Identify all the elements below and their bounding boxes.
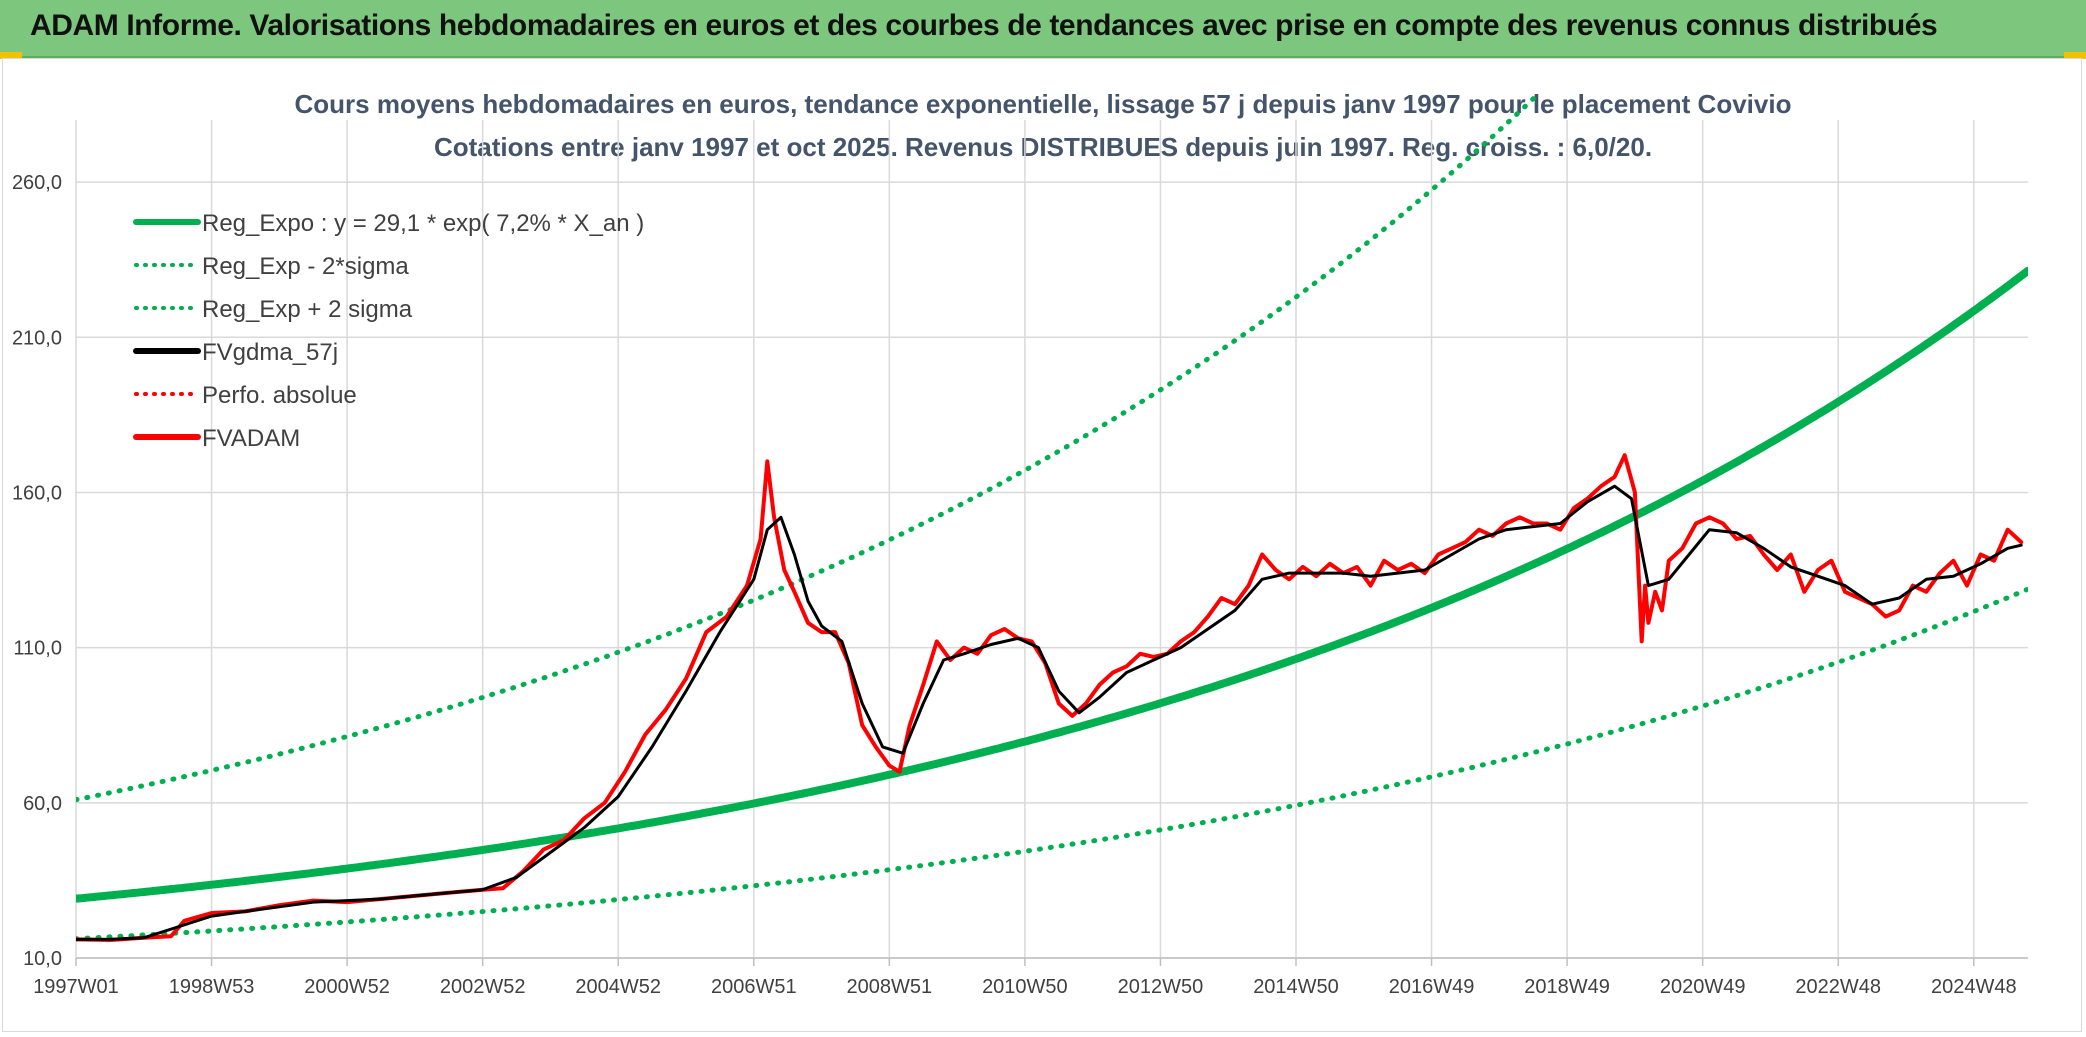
y-tick-label: 10,0 xyxy=(23,948,62,970)
x-tick-label: 2002W52 xyxy=(440,976,526,998)
y-tick-label: 210,0 xyxy=(12,327,62,349)
corner-accent-right xyxy=(2064,52,2086,59)
legend-label: FVgdma_57j xyxy=(202,339,338,366)
x-tick-label: 2024W48 xyxy=(1931,976,2017,998)
x-tick-label: 2006W51 xyxy=(711,976,797,998)
chart-title: Cours moyens hebdomadaires en euros, ten… xyxy=(295,89,1792,119)
series xyxy=(76,96,2028,942)
header-banner: ADAM Informe. Valorisations hebdomadaire… xyxy=(0,0,2086,58)
series-line-reg-expo xyxy=(76,266,2028,903)
y-tick-label: 110,0 xyxy=(13,638,62,660)
chart-frame xyxy=(2,58,2082,1032)
x-tick-label: 2018W49 xyxy=(1524,976,1610,998)
x-tick-label: 2016W49 xyxy=(1389,976,1475,998)
report-title: ADAM Informe. Valorisations hebdomadaire… xyxy=(30,9,1938,42)
chart-subtitle: Cotations entre janv 1997 et oct 2025. R… xyxy=(434,132,1652,162)
y-tick-label: 160,0 xyxy=(12,482,62,504)
legend-label: Reg_Expo : y = 29,1 * exp( 7,2% * X_an ) xyxy=(202,210,644,237)
x-tick-label: 2012W50 xyxy=(1118,976,1204,998)
x-tick-label: 1998W53 xyxy=(169,976,255,998)
x-tick-label: 2000W52 xyxy=(304,976,390,998)
x-tick-label: 2022W48 xyxy=(1795,976,1881,998)
x-tick-label: 2004W52 xyxy=(575,976,661,998)
legend-label: Reg_Exp - 2*sigma xyxy=(202,253,409,280)
x-tick-label: 2014W50 xyxy=(1253,976,1339,998)
series-line-reg-exp-2-sigma xyxy=(76,586,2028,942)
y-tick-label: 260,0 xyxy=(12,172,62,194)
legend: Reg_Expo : y = 29,1 * exp( 7,2% * X_an )… xyxy=(133,210,644,452)
series-line-fvgdma-57j xyxy=(76,484,2023,941)
grid xyxy=(75,120,2028,959)
x-tick-label: 1997W01 xyxy=(33,976,119,998)
x-tick-label: 2020W49 xyxy=(1660,976,1746,998)
axes: 10,0 60,0 110,0 160,0 210,0 260,0 1997W01 1998W… xyxy=(12,172,2028,998)
x-tick-label: 2010W50 xyxy=(982,976,1068,998)
legend-label: Reg_Exp + 2 sigma xyxy=(202,296,413,323)
x-tick-label: 2008W51 xyxy=(847,976,933,998)
y-tick-label: 60,0 xyxy=(23,793,62,815)
legend-label: Perfo. absolue xyxy=(202,382,357,409)
legend-label: FVADAM xyxy=(202,425,300,452)
corner-accent-left xyxy=(0,52,22,59)
series-line-fvadam xyxy=(76,453,2024,942)
